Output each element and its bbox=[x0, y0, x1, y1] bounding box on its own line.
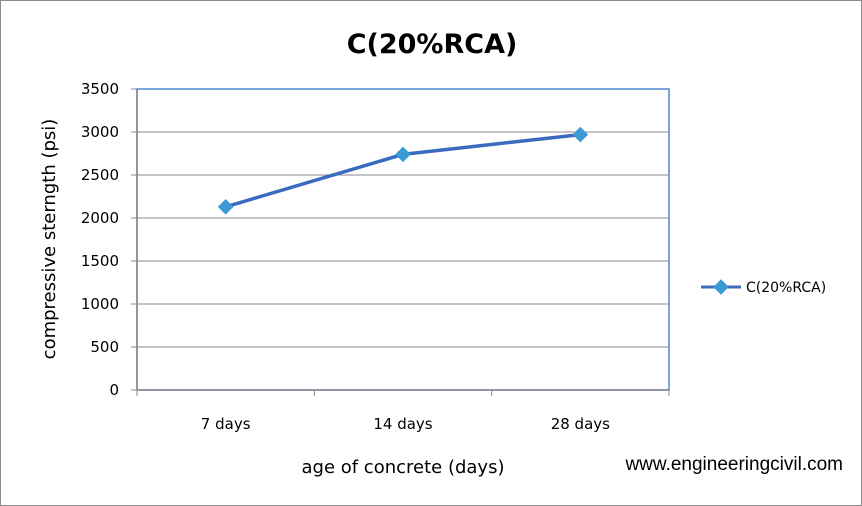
y-tick-label: 2000 bbox=[81, 209, 119, 227]
y-tick-label: 2500 bbox=[81, 166, 119, 184]
gridlines bbox=[136, 89, 669, 391]
y-tick-label: 3000 bbox=[81, 123, 119, 141]
series-layer bbox=[217, 126, 589, 215]
y-tick-label: 1500 bbox=[81, 252, 119, 270]
plot-area bbox=[136, 88, 670, 391]
x-tick-label: 7 days bbox=[201, 415, 251, 433]
y-axis-ticks: 0 500 1000 1500 2000 2500 3000 3500 bbox=[81, 80, 137, 399]
y-tick-label: 3500 bbox=[81, 80, 119, 98]
chart-title: C(20%RCA) bbox=[347, 29, 518, 60]
watermark-text: www.engineeringcivil.com bbox=[624, 454, 843, 475]
legend-marker bbox=[713, 279, 729, 295]
x-tick-label: 14 days bbox=[373, 415, 432, 433]
y-tick-label: 500 bbox=[90, 338, 119, 356]
y-axis-label: compressive sterngth (psi) bbox=[39, 119, 60, 360]
x-axis-ticks: 7 days 14 days 28 days bbox=[136, 390, 670, 433]
x-axis-label: age of concrete (days) bbox=[301, 457, 504, 478]
y-tick-label: 1000 bbox=[81, 295, 119, 313]
legend: C(20%RCA) bbox=[701, 279, 826, 296]
data-point bbox=[395, 146, 411, 163]
x-tick-label: 28 days bbox=[551, 415, 610, 433]
data-point bbox=[572, 126, 589, 143]
y-tick-label: 0 bbox=[109, 381, 119, 399]
legend-label: C(20%RCA) bbox=[746, 280, 826, 296]
data-point bbox=[217, 199, 234, 215]
